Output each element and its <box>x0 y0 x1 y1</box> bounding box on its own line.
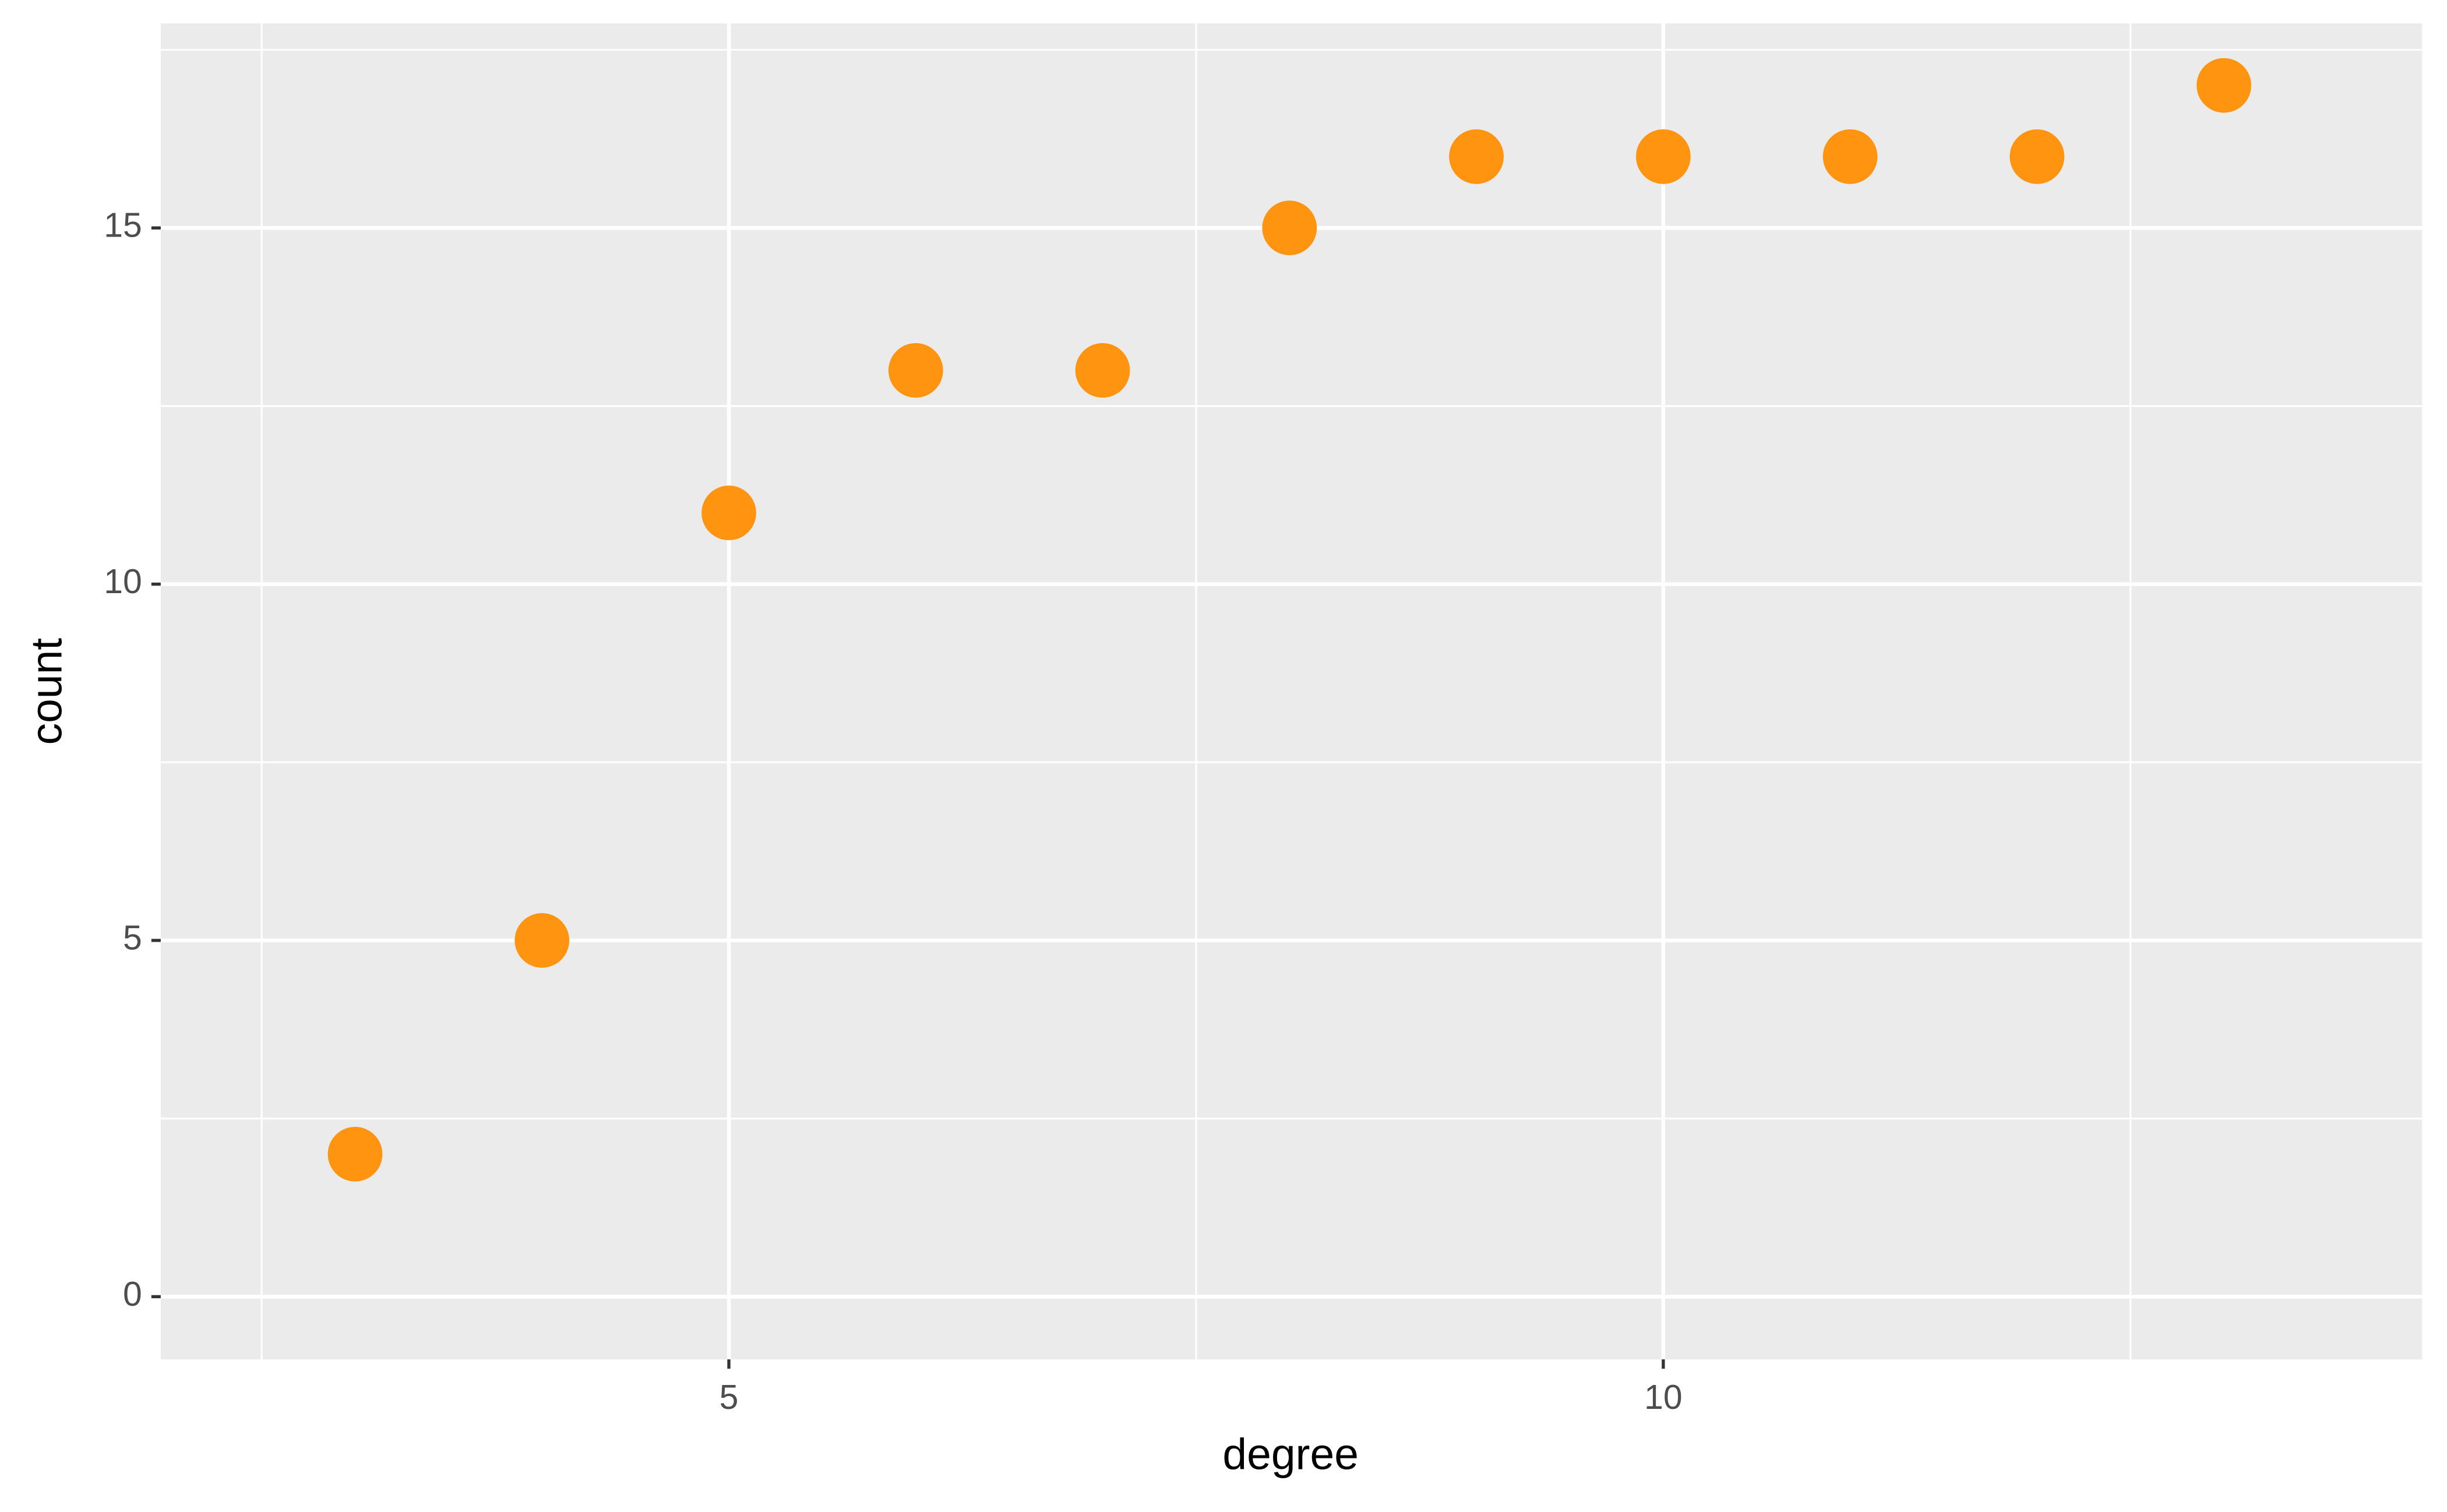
point <box>2009 129 2065 184</box>
point <box>327 1126 383 1182</box>
x-axis-title: degree <box>1222 1430 1359 1479</box>
x-tick-label: 5 <box>720 1379 739 1416</box>
point <box>2196 58 2252 113</box>
point <box>1822 129 1878 184</box>
point <box>888 343 943 398</box>
point <box>701 485 756 541</box>
point <box>1075 343 1130 398</box>
y-axis-title: count <box>22 638 71 745</box>
point <box>1262 200 1317 256</box>
point <box>514 913 570 968</box>
y-tick-label: 10 <box>104 563 142 601</box>
x-tick-label: 10 <box>1644 1379 1683 1416</box>
y-tick-label: 5 <box>123 919 142 957</box>
point <box>1449 129 1504 184</box>
y-tick-label: 15 <box>104 207 142 245</box>
point <box>1635 129 1691 184</box>
y-tick-label: 0 <box>123 1275 142 1313</box>
